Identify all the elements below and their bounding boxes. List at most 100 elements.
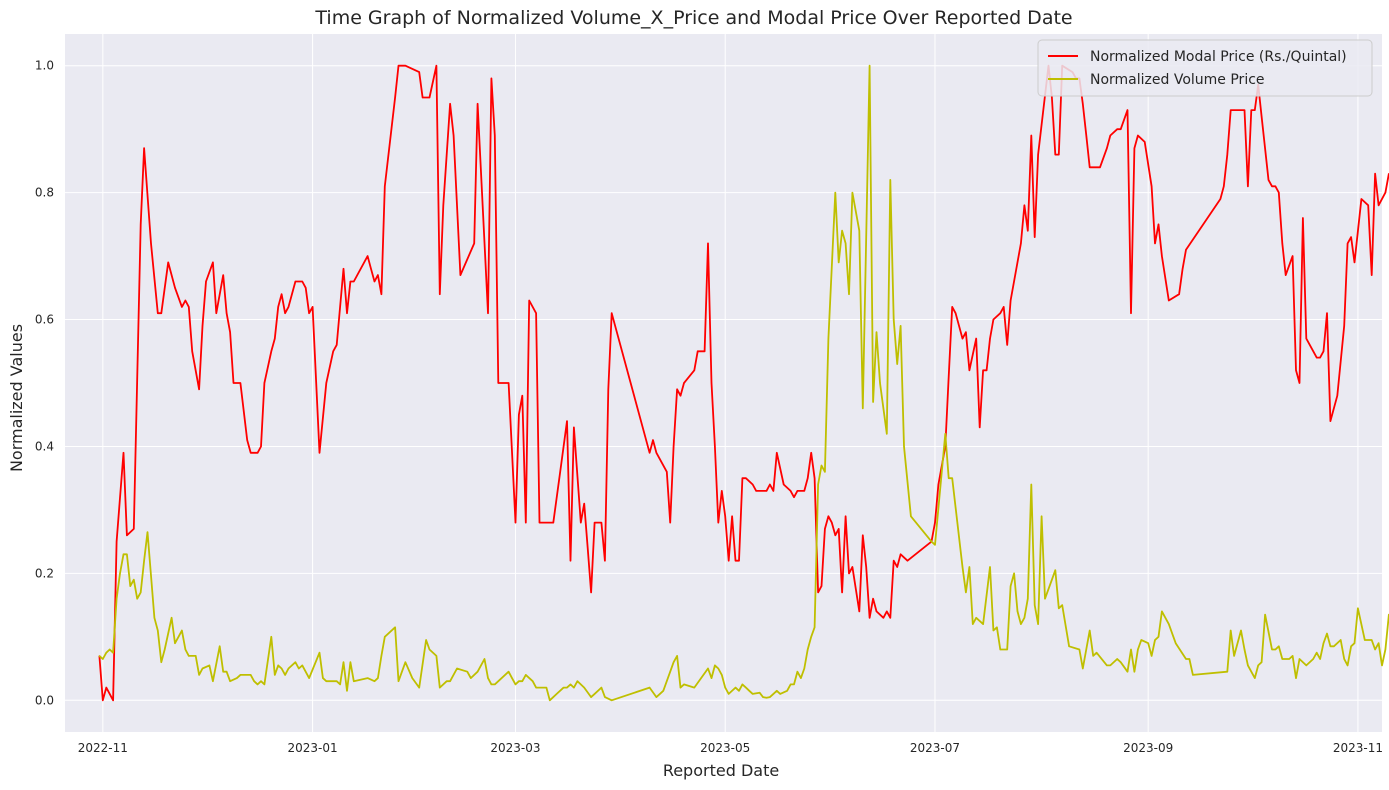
data-point (762, 696, 764, 698)
data-point (322, 677, 324, 679)
data-point (112, 699, 114, 701)
data-point (301, 280, 303, 283)
data-point (1357, 607, 1359, 609)
data-point (566, 687, 568, 689)
data-point (1353, 642, 1356, 644)
data-point (250, 674, 252, 676)
data-point (1367, 204, 1369, 206)
data-point (418, 687, 420, 689)
data-point (999, 312, 1001, 314)
data-point (1230, 629, 1232, 632)
data-point (734, 687, 737, 689)
data-point (669, 671, 671, 673)
data-point (1157, 636, 1160, 638)
data-point (875, 331, 878, 333)
data-point (174, 642, 176, 644)
data-point (98, 655, 100, 657)
data-point (1061, 604, 1063, 606)
data-point (215, 312, 217, 314)
data-point (129, 585, 131, 587)
data-point (1175, 642, 1177, 644)
tick-labels: 0.0 0.2 0.4 0.6 0.8 1.0 2022-11 2023-01 2023-03 2… (35, 59, 1383, 755)
data-point (298, 667, 300, 670)
data-point (748, 690, 750, 692)
data-point (848, 293, 850, 295)
data-point (979, 426, 981, 428)
data-point (982, 369, 984, 371)
data-point (122, 553, 125, 555)
data-point (721, 490, 723, 492)
data-point (425, 639, 427, 641)
data-point (490, 77, 492, 79)
data-point (1192, 674, 1194, 676)
data-point (872, 401, 874, 403)
data-point (336, 344, 338, 346)
data-point (449, 103, 451, 105)
data-point (397, 680, 400, 682)
data-point (1003, 306, 1005, 308)
data-point (906, 560, 909, 562)
data-point (992, 318, 995, 321)
data-point (831, 522, 833, 524)
data-point (257, 452, 259, 454)
data-point (377, 274, 379, 276)
data-point (208, 664, 210, 667)
data-point (205, 280, 207, 283)
data-point (394, 96, 396, 99)
data-point (1322, 350, 1325, 352)
data-point (790, 683, 792, 686)
data-point (1292, 255, 1294, 257)
data-point (707, 667, 709, 670)
data-point (198, 674, 200, 676)
data-point (580, 522, 582, 524)
data-point (1298, 382, 1301, 384)
data-point (721, 674, 723, 676)
data-point (951, 306, 953, 308)
data-point (1106, 664, 1108, 667)
data-point (820, 585, 823, 587)
data-point (1292, 655, 1294, 657)
data-point (896, 566, 898, 568)
data-point (937, 483, 940, 486)
data-point (583, 503, 585, 505)
data-point (1254, 109, 1256, 111)
data-point (339, 683, 341, 686)
data-point (649, 687, 651, 689)
data-point (1058, 607, 1060, 609)
y-tick-label: 0.6 (35, 313, 54, 327)
data-point (1364, 639, 1366, 641)
data-point (965, 331, 967, 333)
data-point (532, 680, 534, 682)
data-point (277, 306, 279, 308)
data-point (992, 629, 995, 632)
data-point (693, 687, 695, 689)
data-point (649, 452, 651, 454)
data-point (851, 566, 854, 568)
data-point (1116, 128, 1118, 130)
data-point (1271, 648, 1273, 651)
data-point (318, 652, 321, 654)
data-point (1384, 192, 1386, 194)
data-point (1257, 664, 1259, 667)
data-point (1116, 658, 1118, 660)
data-point (325, 382, 327, 384)
data-point (1185, 249, 1187, 251)
data-point (1154, 242, 1156, 244)
data-point (824, 528, 826, 530)
data-point (222, 274, 224, 276)
data-point (1226, 671, 1228, 673)
data-point (160, 312, 162, 314)
data-point (535, 687, 537, 689)
data-point (260, 445, 262, 448)
data-point (1182, 268, 1184, 270)
data-point (102, 658, 104, 660)
data-point (982, 623, 984, 625)
data-point (342, 268, 345, 270)
data-point (824, 471, 826, 473)
data-point (741, 477, 744, 479)
data-point (342, 661, 345, 663)
data-point (869, 65, 871, 67)
data-point (965, 591, 967, 594)
y-tick-label: 0.0 (35, 693, 54, 707)
data-point (590, 591, 592, 594)
